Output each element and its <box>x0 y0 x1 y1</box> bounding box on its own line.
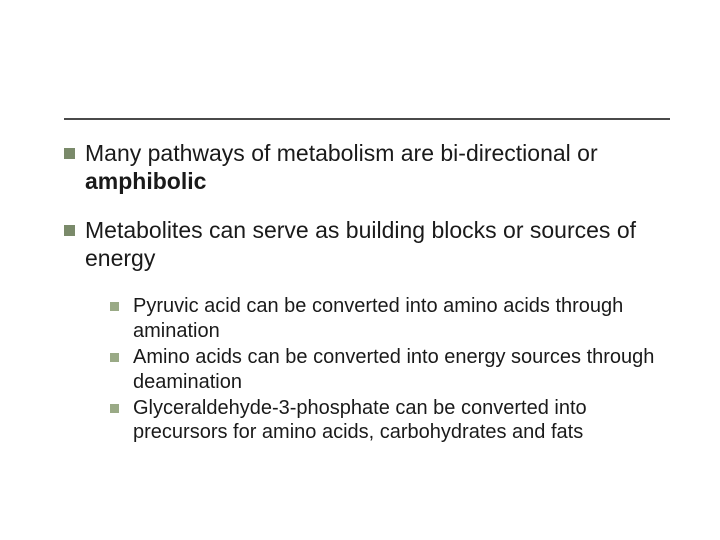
list-item-text: Many pathways of metabolism are bi-direc… <box>85 140 684 195</box>
list-item: Glyceraldehyde-3-phosphate can be conver… <box>110 396 684 445</box>
list-item-text: Metabolites can serve as building blocks… <box>85 217 684 272</box>
list-item: Metabolites can serve as building blocks… <box>64 217 684 272</box>
content-area: Many pathways of metabolism are bi-direc… <box>64 140 684 447</box>
square-bullet-icon <box>110 404 119 413</box>
text-run: Many pathways of metabolism are bi-direc… <box>85 140 598 166</box>
list-item: Amino acids can be converted into energy… <box>110 345 684 394</box>
sub-list: Pyruvic acid can be converted into amino… <box>110 294 684 444</box>
text-run-bold: amphibolic <box>85 168 206 194</box>
square-bullet-icon <box>64 148 75 159</box>
square-bullet-icon <box>110 353 119 362</box>
list-item: Pyruvic acid can be converted into amino… <box>110 294 684 343</box>
list-item-text: Amino acids can be converted into energy… <box>133 345 684 394</box>
list-item-text: Pyruvic acid can be converted into amino… <box>133 294 684 343</box>
square-bullet-icon <box>110 302 119 311</box>
list-item-text: Glyceraldehyde-3-phosphate can be conver… <box>133 396 684 445</box>
slide: Many pathways of metabolism are bi-direc… <box>0 0 720 540</box>
square-bullet-icon <box>64 225 75 236</box>
text-run: Metabolites can serve as building blocks… <box>85 217 636 271</box>
list-item: Many pathways of metabolism are bi-direc… <box>64 140 684 195</box>
title-underline <box>64 118 670 120</box>
